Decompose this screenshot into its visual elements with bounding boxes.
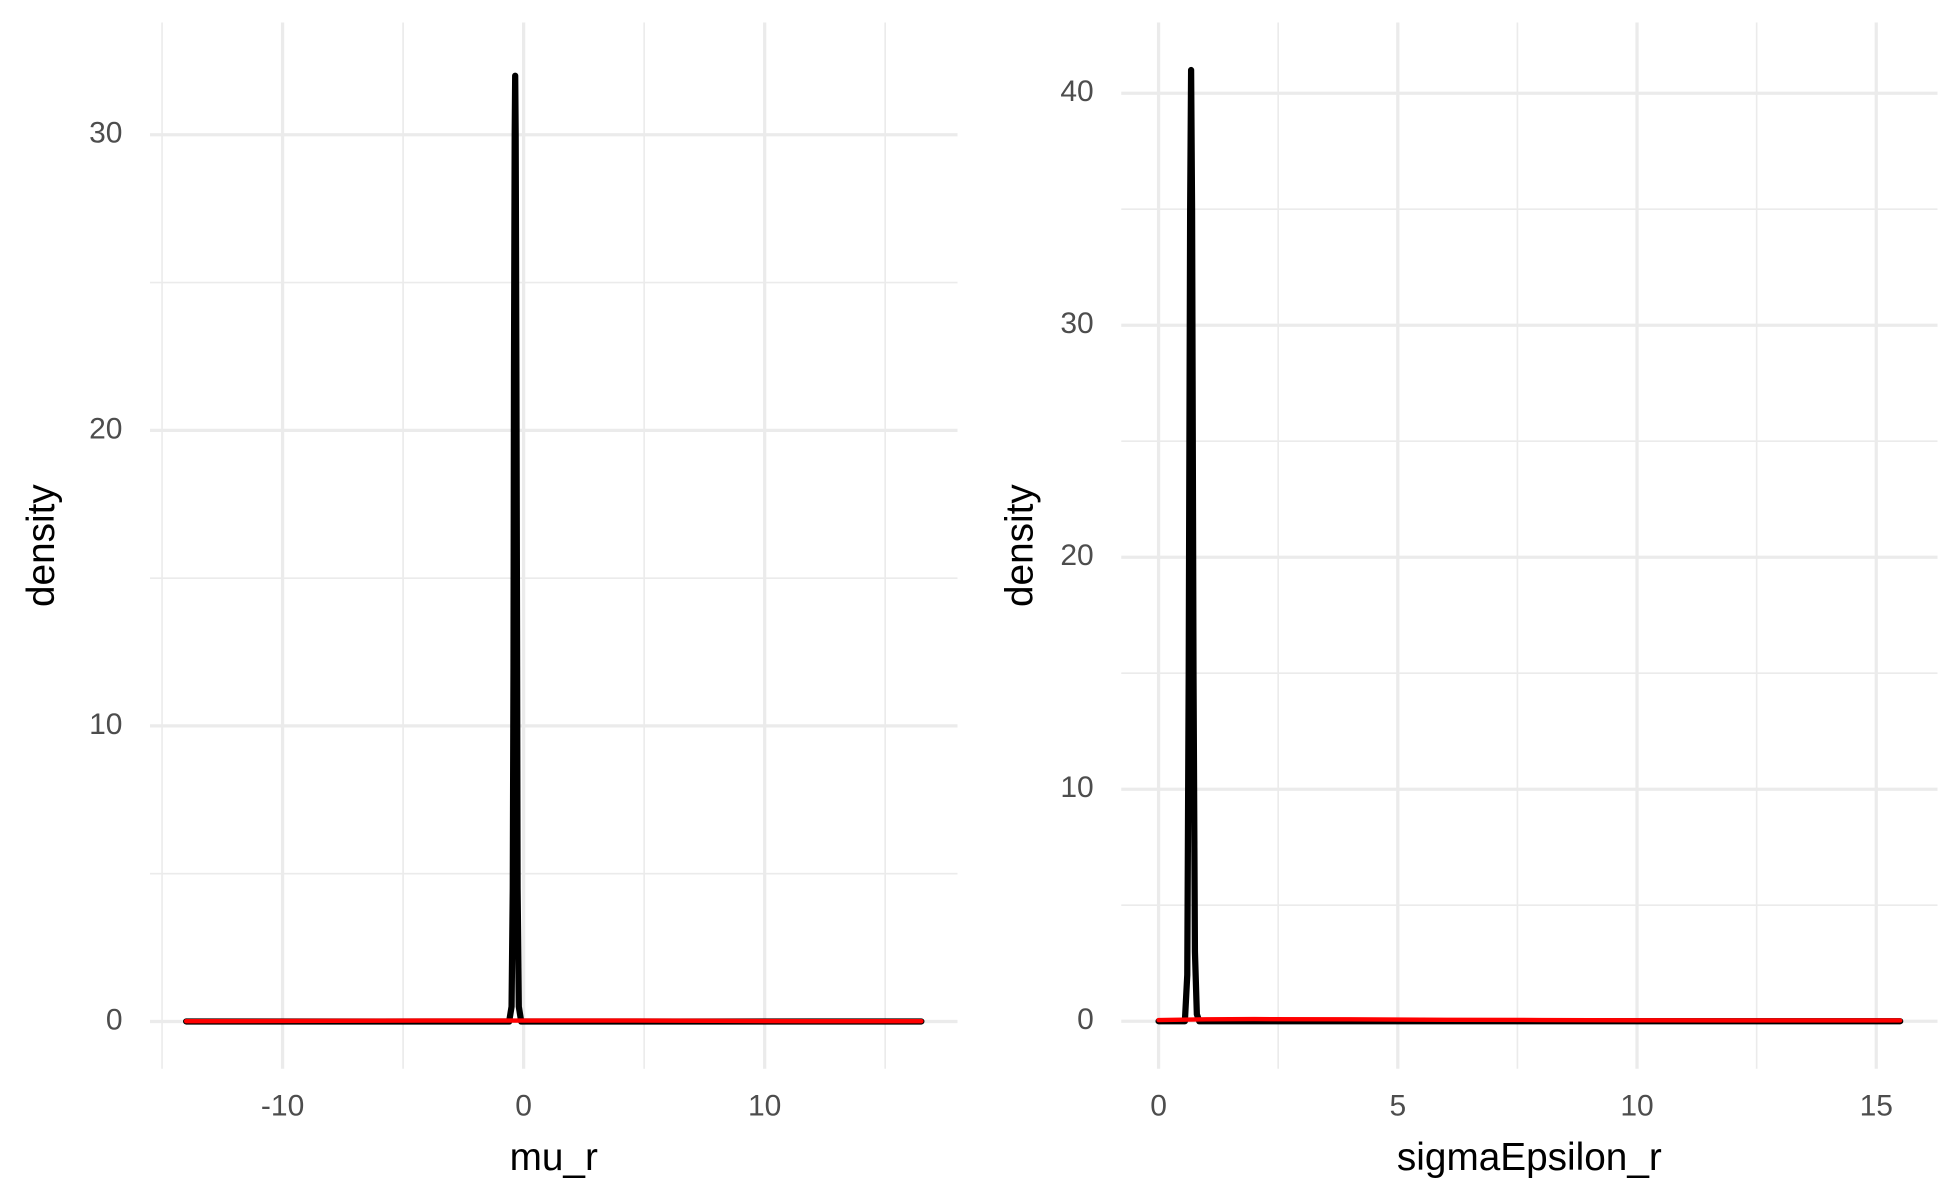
x-axis-title: sigmaEpsilon_r bbox=[1397, 1136, 1662, 1179]
density-line bbox=[183, 72, 925, 1025]
x-tick-label: -10 bbox=[261, 1089, 304, 1122]
x-tick-label: 15 bbox=[1860, 1089, 1893, 1122]
y-tick-label: 30 bbox=[1060, 307, 1093, 340]
y-tick-label: 0 bbox=[1077, 1003, 1094, 1036]
density-line bbox=[183, 1018, 924, 1024]
y-tick-label: 30 bbox=[89, 117, 122, 150]
y-tick-label: 20 bbox=[89, 412, 122, 445]
x-tick-label: 5 bbox=[1389, 1089, 1406, 1122]
x-tick-label: 10 bbox=[748, 1089, 781, 1122]
x-tick-label: 10 bbox=[1620, 1089, 1653, 1122]
y-tick-label: 40 bbox=[1060, 75, 1093, 108]
density-line bbox=[1155, 66, 1904, 1025]
y-axis-title: density bbox=[20, 484, 63, 607]
x-tick-label: 0 bbox=[1150, 1089, 1167, 1122]
density-line bbox=[1156, 1016, 1903, 1023]
y-tick-label: 10 bbox=[1060, 771, 1093, 804]
y-axis-title: density bbox=[999, 484, 1042, 607]
y-tick-label: 0 bbox=[106, 1003, 123, 1036]
x-tick-label: 0 bbox=[515, 1089, 532, 1122]
y-tick-label: 10 bbox=[89, 708, 122, 741]
x-axis-title: mu_r bbox=[510, 1136, 598, 1179]
y-tick-label: 20 bbox=[1060, 539, 1093, 572]
